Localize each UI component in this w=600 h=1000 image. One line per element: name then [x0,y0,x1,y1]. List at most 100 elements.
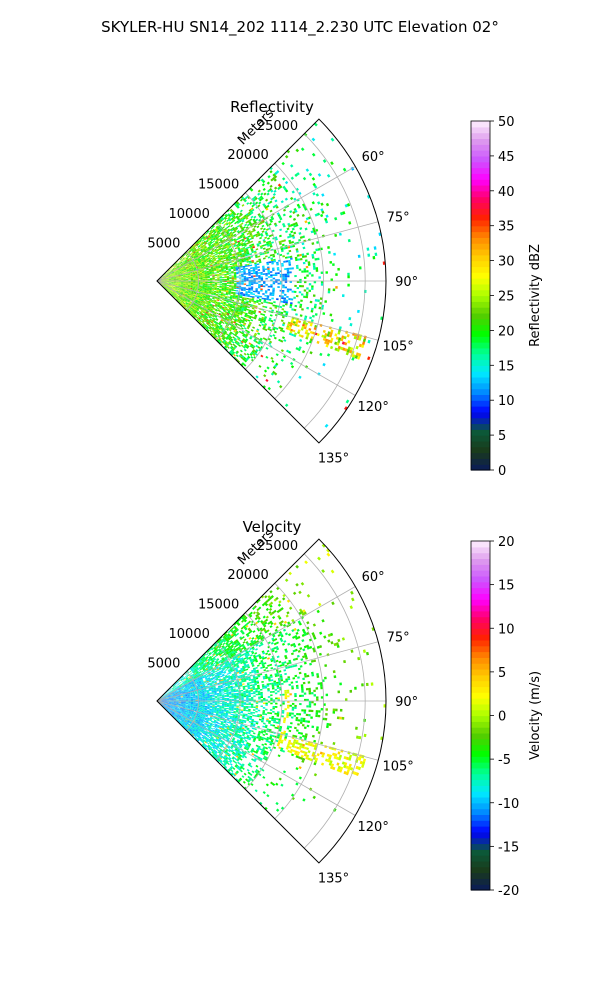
radar-gate [173,294,176,297]
radar-gate [178,296,181,299]
radar-gate [258,201,262,205]
radar-gate [175,268,178,270]
radar-gate [236,272,239,275]
radar-gate [177,293,180,296]
radar-gate [250,329,254,332]
radar-gate [320,202,324,206]
radar-gate [173,283,177,285]
radar-gate [295,148,300,153]
radar-gate [205,281,208,283]
radar-gate [234,278,237,280]
radar-gate [313,267,316,270]
radar-gate [172,267,175,270]
radar-gate [250,267,253,269]
radar-gate [170,273,173,275]
radar-gate [293,231,297,235]
radar-gate [166,271,169,274]
radar-gate [264,236,268,240]
radar-gate [270,276,273,278]
radar-gate [175,276,179,278]
radar-gate [168,283,172,284]
radar-gate [311,152,316,157]
radar-gate [161,278,164,280]
radar-gate [261,230,265,233]
radar-gate [168,278,172,280]
radar-gate [176,270,180,273]
radar-gate [269,314,273,317]
radar-gate [221,321,225,325]
radar-gate [224,282,227,284]
radar-gate [243,278,247,280]
radar-gate [205,278,208,280]
radar-gate [165,275,169,278]
radar-gate [164,273,167,275]
radar-gate [210,279,213,281]
radar-gate [172,295,175,298]
radar-gate [179,265,182,268]
radar-gate [164,274,167,276]
radar-gate [170,273,173,276]
radar-gate [262,270,266,272]
radar-gate [170,291,173,293]
radar-gate [174,267,177,269]
radar-gate [169,273,173,275]
radar-gate [166,272,170,275]
radar-gate [166,284,169,286]
radar-gate [300,147,305,152]
radar-gate [212,240,215,243]
radar-gate [236,286,239,289]
radar-gate [272,334,276,337]
radar-gate [171,277,174,279]
radar-gate [166,284,169,286]
radar-gate [168,290,171,292]
radar-gate [298,291,302,294]
radar-gate [243,348,247,352]
radar-gate [260,285,263,288]
radar-gate [174,272,178,275]
radar-gate [178,268,181,270]
radar-gate [176,265,179,268]
radar-gate [180,286,183,288]
radar-gate [176,282,179,284]
radar-gate [264,294,267,297]
radar-gate [180,293,183,295]
radar-gate [170,291,173,294]
radar-gate [169,271,172,274]
radar-gate [174,267,178,270]
radar-gate [270,285,273,288]
radar-gate [171,278,174,280]
radar-gate [279,228,283,232]
radar-gate [281,291,285,294]
radar-gate [173,277,176,278]
radar-gate [219,279,223,281]
radar-gate [176,278,179,280]
radar-gate [161,282,164,285]
radar-gate [176,265,179,267]
radar-gate [326,173,331,178]
radar-gate [162,285,165,287]
radar-gate [162,285,165,288]
radar-gate [281,243,285,247]
radar-gate [175,295,178,298]
radar-gate [254,295,258,297]
radar-gate [175,276,179,278]
radar-gate [320,283,324,286]
radar-gate [168,289,171,292]
radar-gate [168,288,172,291]
radar-gate [219,276,222,278]
radar-gate [205,283,208,284]
radar-gate [262,267,265,269]
radar-gate [176,269,179,272]
radar-gate [173,278,177,280]
radar-gate [178,285,181,287]
radar-gate [177,288,180,290]
radar-gate [168,282,172,284]
radar-gate [250,283,254,286]
radar-gate [307,263,311,266]
radar-gate [163,283,167,285]
radar-gate [167,290,170,293]
radar-gate [166,287,170,290]
radar-gate [325,271,328,274]
radar-gate [167,274,171,276]
radar-gate [164,278,167,280]
